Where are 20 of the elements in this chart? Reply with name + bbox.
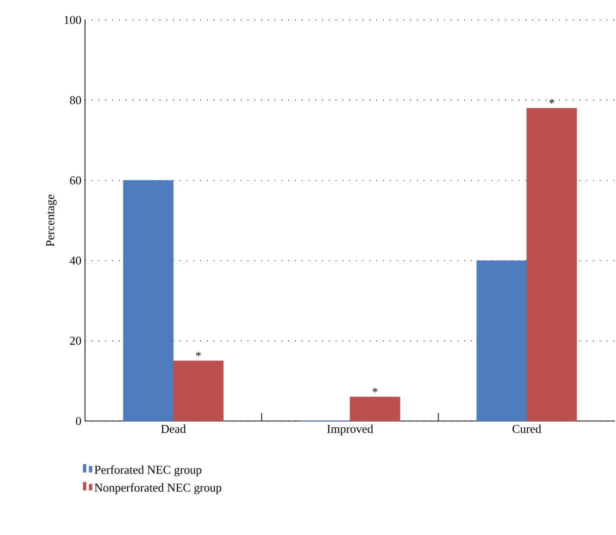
bar [350, 396, 400, 422]
y-tick-label: 0 [76, 416, 82, 426]
y-tick-label: 100 [64, 16, 82, 24]
y-tick-label: 20 [70, 336, 82, 345]
legend-label: Perforated NEC group [94, 465, 202, 476]
x-tick-label: Improved [327, 424, 374, 436]
x-tick-label: Cured [512, 424, 542, 433]
y-tick-label: 60 [70, 176, 82, 184]
x-tick-label: Dead [161, 424, 186, 433]
annotation: * [196, 352, 201, 356]
y-axis-title: Percentage [46, 194, 57, 246]
annotation: * [372, 388, 378, 392]
bar [476, 260, 527, 422]
bar [123, 180, 174, 422]
y-tick-label: 40 [70, 256, 82, 265]
y-tick-label: 80 [70, 96, 82, 104]
legend-label: Nonperforated NEC group [94, 483, 222, 494]
bar [173, 360, 224, 422]
annotation: * [549, 99, 554, 104]
bar [526, 108, 577, 422]
